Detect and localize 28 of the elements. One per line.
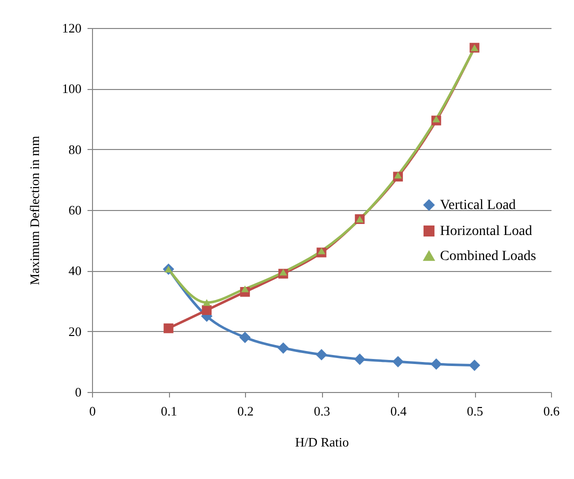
y-tick-label: 60 (68, 202, 82, 218)
y-tick-label: 20 (68, 324, 82, 339)
point (392, 356, 404, 368)
x-tick-label: 0.1 (160, 404, 178, 418)
x-tick-label: 0.5 (466, 404, 484, 418)
y-tick-label: 0 (75, 384, 82, 400)
point (430, 358, 442, 370)
legend-label: Horizontal Load (440, 224, 532, 239)
point (202, 305, 212, 315)
y-tick-label: 120 (62, 20, 82, 36)
point (164, 323, 174, 334)
y-tick-label: 40 (68, 263, 82, 278)
y-tick-label: 80 (68, 142, 82, 157)
x-axis-title: H/D Ratio (295, 434, 349, 450)
legend-label: Combined Loads (440, 249, 536, 264)
legend-label: Vertical Load (440, 198, 516, 213)
point (316, 348, 328, 360)
x-tick-label: 0.4 (390, 404, 408, 418)
x-tick-label: 0.3 (314, 404, 330, 418)
point (354, 354, 366, 365)
point (278, 342, 289, 354)
y-axis-title: Maximum Deflection in mm (27, 136, 42, 286)
x-tick-label: 0 (89, 404, 96, 418)
x-tick-label: 0.2 (237, 404, 254, 418)
x-tick-label: 0.6 (543, 404, 560, 418)
y-tick-label: 100 (62, 81, 82, 96)
point (239, 332, 251, 344)
point (468, 360, 480, 372)
